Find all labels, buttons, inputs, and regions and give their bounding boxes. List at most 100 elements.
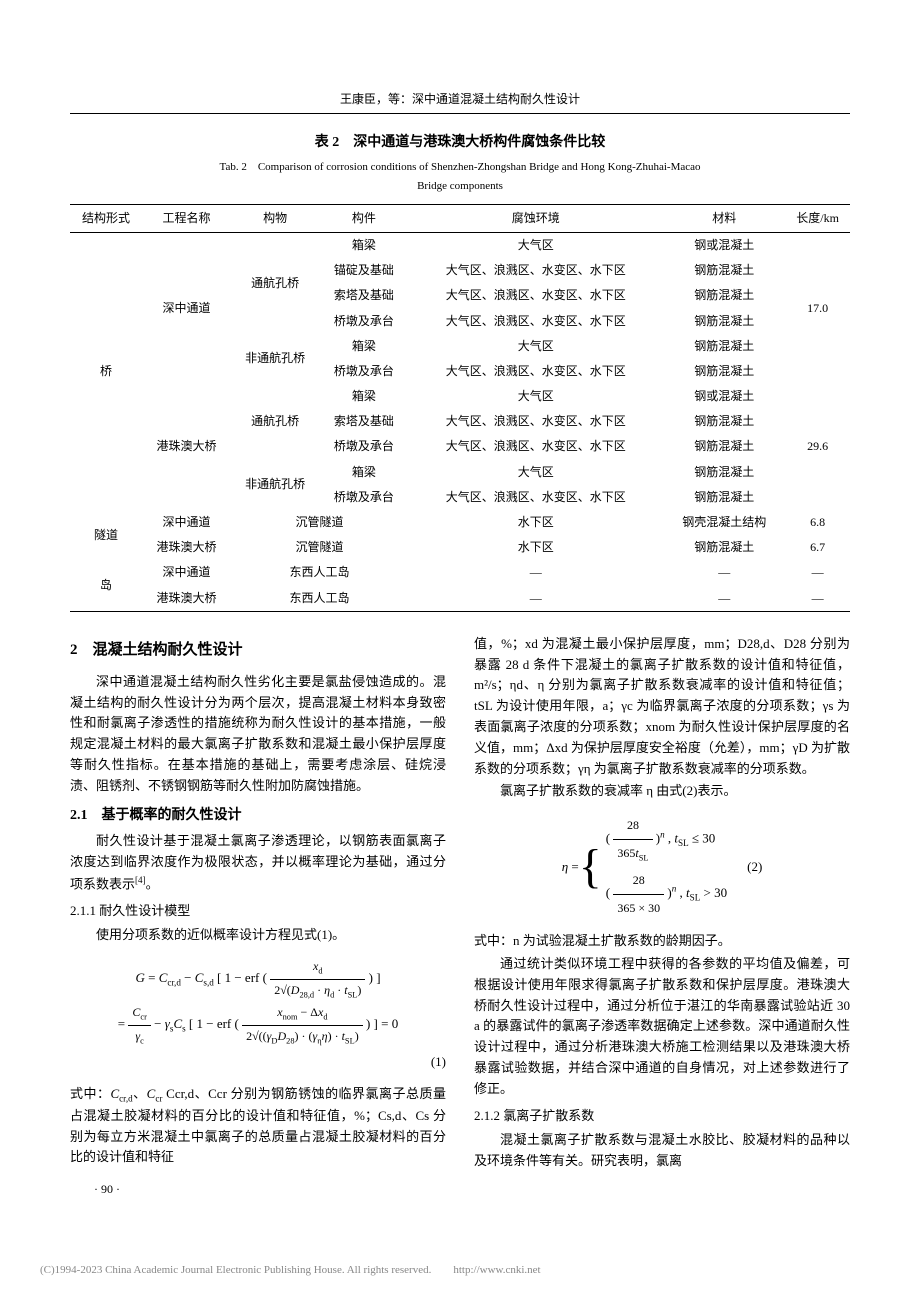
cell: 钢或混凝土 xyxy=(663,384,785,409)
subsub-2-1-2-p1: 混凝土氯离子扩散系数与混凝土水胶比、胶凝材料的品种以及环境条件等有关。研究表明，… xyxy=(474,1130,850,1172)
eq1-description: 式中：Ccr,d、Ccr Ccr,d、Ccr 分别为钢筋锈蚀的临界氯离子总质量占… xyxy=(70,1084,446,1169)
cell: 深中通道 xyxy=(142,510,231,535)
cell: — xyxy=(663,586,785,612)
cell: 钢筋混凝土 xyxy=(663,258,785,283)
th-structure: 结构形式 xyxy=(70,204,142,232)
table-title-cn: 表 2 深中通道与港珠澳大桥构件腐蚀条件比较 xyxy=(70,132,850,154)
section-2-p1: 深中通道混凝土结构耐久性劣化主要是氯盐侵蚀造成的。混凝土结构的耐久性设计分为两个… xyxy=(70,672,446,797)
cell: 6.7 xyxy=(785,535,850,560)
table-row: 港珠澳大桥 沉管隧道 水下区 钢筋混凝土 6.7 xyxy=(70,535,850,560)
cell: 钢筋混凝土 xyxy=(663,485,785,510)
th-material: 材料 xyxy=(663,204,785,232)
eq1-label: (1) xyxy=(431,1054,446,1069)
cell: 索塔及基础 xyxy=(320,283,409,308)
cell: 钢筋混凝土 xyxy=(663,409,785,434)
cell: 通航孔桥 xyxy=(231,384,320,460)
cell: 沉管隧道 xyxy=(231,535,408,560)
th-env: 腐蚀环境 xyxy=(408,204,663,232)
eq2-label: (2) xyxy=(747,855,762,878)
cell: 大气区 xyxy=(408,334,663,359)
cell: 索塔及基础 xyxy=(320,409,409,434)
left-column: 2 混凝土结构耐久性设计 深中通道混凝土结构耐久性劣化主要是氯盐侵蚀造成的。混凝… xyxy=(70,634,446,1200)
cell: 非通航孔桥 xyxy=(231,334,320,384)
table-title-en2: Bridge components xyxy=(70,178,850,196)
cell: 桥墩及承台 xyxy=(320,309,409,334)
cell: — xyxy=(663,560,785,585)
cell: 钢筋混凝土 xyxy=(663,460,785,485)
cell: 桥墩及承台 xyxy=(320,359,409,384)
cell: 29.6 xyxy=(785,384,850,510)
subsub-2-1-1-title: 2.1.1 耐久性设计模型 xyxy=(70,901,446,922)
cell: 钢或混凝土 xyxy=(663,232,785,258)
cell: 港珠澳大桥 xyxy=(142,535,231,560)
section-2-title: 2 混凝土结构耐久性设计 xyxy=(70,638,446,662)
cell: 桥 xyxy=(70,232,142,510)
cell: 大气区 xyxy=(408,232,663,258)
equation-1: G = Ccr,d − Cs,d [ 1 − erf ( xd2√(D28,d … xyxy=(70,956,446,1073)
cell: 大气区、浪溅区、水变区、水下区 xyxy=(408,409,663,434)
table-row: 隧道 深中通道 沉管隧道 水下区 钢壳混凝土结构 6.8 xyxy=(70,510,850,535)
cell: 桥墩及承台 xyxy=(320,434,409,459)
table-row: 桥 深中通道 通航孔桥 箱梁 大气区 钢或混凝土 17.0 xyxy=(70,232,850,258)
cell: 箱梁 xyxy=(320,460,409,485)
col2-p3: 通过统计类似环境工程中获得的各参数的平均值及偏差，可根据设计使用年限求得氯离子扩… xyxy=(474,954,850,1100)
cell: — xyxy=(408,560,663,585)
th-part: 构物 xyxy=(231,204,320,232)
cell: 东西人工岛 xyxy=(231,560,408,585)
cell: 桥墩及承台 xyxy=(320,485,409,510)
table-row: 港珠澳大桥 东西人工岛 — — — xyxy=(70,586,850,612)
page-number: · 90 · xyxy=(70,1180,446,1199)
cell: 水下区 xyxy=(408,510,663,535)
table-row: 岛 深中通道 东西人工岛 — — — xyxy=(70,560,850,585)
cell: 锚碇及基础 xyxy=(320,258,409,283)
cell: 大气区 xyxy=(408,460,663,485)
cell: 岛 xyxy=(70,560,142,611)
two-column-body: 2 混凝土结构耐久性设计 深中通道混凝土结构耐久性劣化主要是氯盐侵蚀造成的。混凝… xyxy=(70,634,850,1200)
cell: 大气区、浪溅区、水变区、水下区 xyxy=(408,359,663,384)
section-number: 2 xyxy=(70,642,78,658)
ref-4: [4] xyxy=(135,875,146,885)
cell: 水下区 xyxy=(408,535,663,560)
cell: 钢筋混凝土 xyxy=(663,283,785,308)
cell: 6.8 xyxy=(785,510,850,535)
cell: 深中通道 xyxy=(142,560,231,585)
cell: — xyxy=(408,586,663,612)
subsub-2-1-2-title: 2.1.2 氯离子扩散系数 xyxy=(474,1106,850,1127)
right-column: 值，%；xd 为混凝土最小保护层厚度，mm；D28,d、D28 分别为暴露 28… xyxy=(474,634,850,1200)
cell: 箱梁 xyxy=(320,334,409,359)
subsection-2-1-p1: 耐久性设计基于混凝土氯离子渗透理论，以钢筋表面氯离子浓度达到临界浓度作为极限状态… xyxy=(70,831,446,895)
cell: 大气区、浪溅区、水变区、水下区 xyxy=(408,283,663,308)
cell: 大气区、浪溅区、水变区、水下区 xyxy=(408,258,663,283)
th-component: 构件 xyxy=(320,204,409,232)
cell: 大气区、浪溅区、水变区、水下区 xyxy=(408,434,663,459)
cell: — xyxy=(785,586,850,612)
cell: 沉管隧道 xyxy=(231,510,408,535)
th-project: 工程名称 xyxy=(142,204,231,232)
cell: 港珠澳大桥 xyxy=(142,586,231,612)
cell: 东西人工岛 xyxy=(231,586,408,612)
table-title-en: Tab. 2 Comparison of corrosion condition… xyxy=(70,159,850,177)
cell: — xyxy=(785,560,850,585)
cell: 深中通道 xyxy=(142,232,231,384)
col2-p2: 氯离子扩散系数的衰减率 η 由式(2)表示。 xyxy=(474,781,850,802)
eq2-description: 式中：n 为试验混凝土扩散系数的龄期因子。 xyxy=(474,931,850,952)
subsection-2-1-title: 2.1 基于概率的耐久性设计 xyxy=(70,805,446,827)
col2-p1: 值，%；xd 为混凝土最小保护层厚度，mm；D28,d、D28 分别为暴露 28… xyxy=(474,634,850,780)
section-text: 混凝土结构耐久性设计 xyxy=(93,642,243,658)
subsub-2-1-1-p1: 使用分项系数的近似概率设计方程见式(1)。 xyxy=(70,925,446,946)
cell: 隧道 xyxy=(70,510,142,560)
page-header: 王康臣，等：深中通道混凝土结构耐久性设计 xyxy=(70,90,850,114)
comparison-table: 结构形式 工程名称 构物 构件 腐蚀环境 材料 长度/km 桥 深中通道 通航孔… xyxy=(70,204,850,612)
cell: 通航孔桥 xyxy=(231,232,320,333)
cell: 箱梁 xyxy=(320,232,409,258)
cell: 大气区、浪溅区、水变区、水下区 xyxy=(408,309,663,334)
cell: 箱梁 xyxy=(320,384,409,409)
cell: 钢筋混凝土 xyxy=(663,535,785,560)
cell: 港珠澳大桥 xyxy=(142,384,231,510)
cell: 大气区 xyxy=(408,384,663,409)
cell: 大气区、浪溅区、水变区、水下区 xyxy=(408,485,663,510)
cell: 钢壳混凝土结构 xyxy=(663,510,785,535)
cell: 钢筋混凝土 xyxy=(663,359,785,384)
cell: 钢筋混凝土 xyxy=(663,434,785,459)
cell: 钢筋混凝土 xyxy=(663,309,785,334)
